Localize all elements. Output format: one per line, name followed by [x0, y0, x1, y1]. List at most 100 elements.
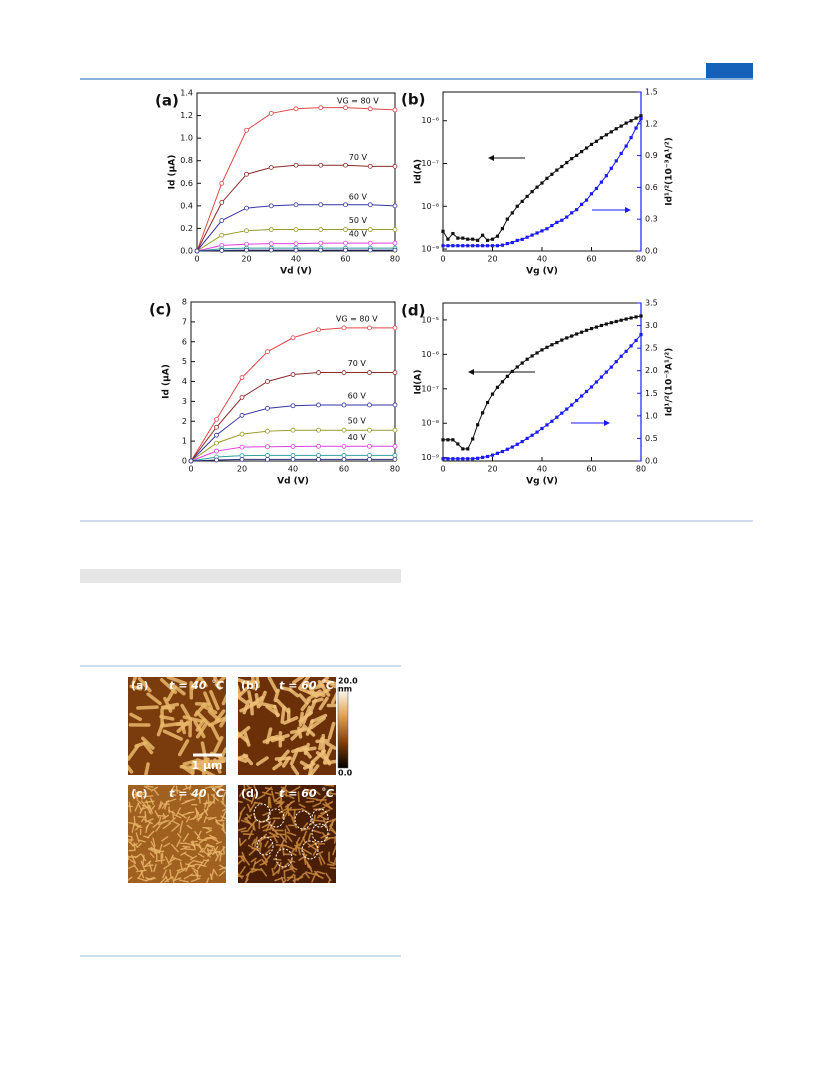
afm-texture — [253, 801, 263, 805]
afm-texture — [204, 785, 215, 789]
afm-texture — [221, 808, 226, 812]
point — [290, 403, 296, 409]
afm-texture — [267, 842, 274, 849]
point — [580, 330, 584, 334]
point — [239, 375, 245, 380]
point — [451, 457, 455, 461]
afm-texture — [298, 803, 306, 808]
afm-panel-label: (a) — [131, 679, 148, 692]
afm-texture — [264, 849, 271, 855]
afm-texture — [181, 811, 192, 817]
point — [461, 236, 465, 240]
afm-texture — [274, 792, 284, 795]
point — [565, 161, 569, 165]
afm-texture — [203, 850, 212, 858]
point — [624, 349, 628, 353]
afm-texture — [162, 822, 172, 830]
point — [446, 457, 450, 461]
point — [485, 244, 490, 248]
point — [341, 402, 347, 408]
afm-texture — [289, 851, 297, 856]
point — [560, 218, 564, 222]
point — [461, 244, 465, 248]
point — [614, 159, 618, 163]
afm-texture — [131, 823, 135, 833]
point — [515, 442, 519, 446]
panel-label: (b) — [401, 91, 425, 109]
point — [244, 205, 249, 211]
afm-texture — [180, 846, 188, 851]
point — [599, 375, 603, 379]
afm-texture — [177, 832, 182, 839]
point — [471, 237, 475, 241]
point — [341, 325, 347, 331]
afm-texture — [317, 806, 326, 812]
afm-texture — [128, 876, 133, 881]
afm-texture — [272, 835, 278, 844]
afm-texture — [314, 819, 325, 823]
afm-texture — [318, 856, 323, 866]
point — [565, 215, 569, 219]
afm-texture — [302, 746, 312, 759]
afm-texture — [307, 832, 312, 842]
afm-texture — [202, 704, 218, 715]
afm-texture — [243, 785, 247, 792]
x-tick-label: 20 — [487, 465, 497, 474]
afm-texture — [210, 869, 215, 880]
afm-texture — [128, 835, 133, 838]
y-tick-label: 0.2 — [180, 224, 193, 233]
afm-texture — [177, 812, 187, 819]
afm-texture — [176, 867, 187, 872]
afm-image — [238, 785, 336, 883]
afm-texture — [283, 867, 294, 872]
afm-texture — [219, 852, 222, 862]
afm-texture — [323, 759, 336, 765]
point — [510, 445, 514, 449]
afm-texture — [262, 811, 271, 816]
point — [392, 203, 398, 209]
afm-texture — [135, 832, 140, 843]
afm-texture — [211, 837, 219, 843]
panel-label: (d) — [401, 302, 425, 320]
point — [451, 438, 455, 442]
afm-texture — [215, 841, 222, 845]
afm-texture — [248, 830, 253, 840]
point — [530, 190, 534, 194]
point — [604, 370, 608, 374]
afm-texture — [158, 816, 162, 826]
point — [367, 163, 373, 169]
afm-texture — [209, 834, 218, 840]
point — [580, 202, 584, 206]
point — [239, 444, 245, 450]
point — [619, 151, 623, 156]
afm-texture — [145, 821, 152, 829]
scale-bar-label: 1 μm — [191, 759, 222, 772]
point — [471, 437, 475, 441]
afm-texture — [307, 760, 315, 775]
afm-texture — [245, 868, 255, 877]
point — [476, 423, 480, 427]
y2-tick-label: 0.0 — [645, 247, 658, 256]
point — [318, 240, 324, 246]
afm-texture — [250, 857, 257, 863]
afm-texture — [247, 690, 253, 704]
point — [367, 453, 372, 458]
afm-texture — [181, 800, 191, 805]
afm-texture — [238, 754, 249, 761]
afm-texture — [240, 829, 249, 833]
point — [560, 164, 564, 169]
y2-tick-label: 1.2 — [645, 119, 658, 128]
y2-tick-label: 0.0 — [645, 457, 658, 466]
afm-texture — [185, 785, 188, 790]
afm-texture — [240, 819, 251, 825]
point — [392, 453, 398, 458]
afm-texture — [205, 844, 213, 848]
afm-texture — [279, 833, 288, 844]
point — [629, 316, 633, 320]
afm-texture — [129, 712, 142, 722]
afm-texture — [281, 843, 285, 856]
afm-texture — [216, 747, 226, 764]
colorbar-min: 0.0 — [338, 769, 353, 778]
afm-texture — [256, 756, 269, 766]
